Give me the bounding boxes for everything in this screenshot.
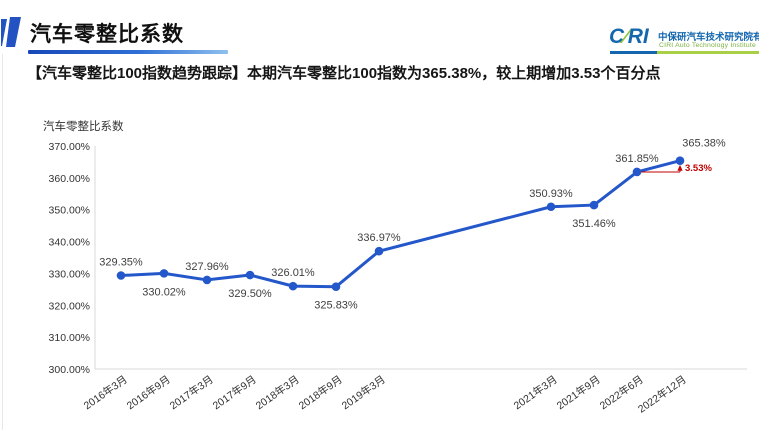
title-underline <box>28 50 228 54</box>
x-tick-label: 2019年3月 <box>339 373 388 412</box>
data-point <box>159 269 169 278</box>
logo-underline-green <box>657 51 759 54</box>
y-tick-label: 330.00% <box>49 268 90 280</box>
x-tick-label: 2022年12月 <box>635 373 688 416</box>
data-point-label: 336.97% <box>357 232 401 244</box>
data-point-label: 330.02% <box>142 286 186 298</box>
x-tick-label: 2016年9月 <box>124 373 173 412</box>
annotation-arrow-icon <box>677 164 683 171</box>
data-point-label: 325.83% <box>314 300 358 312</box>
ciri-logo: C∕RI <box>609 26 649 48</box>
data-point <box>245 270 255 280</box>
slide-edge-line <box>2 54 3 430</box>
x-tick-label: 2017年9月 <box>210 373 259 412</box>
data-point-label: 351.46% <box>572 218 616 230</box>
data-point <box>331 282 341 292</box>
data-point-label: 329.50% <box>228 288 272 300</box>
data-point <box>632 167 642 177</box>
data-point <box>116 271 126 280</box>
y-tick-label: 370.00% <box>49 141 90 153</box>
data-point-label: 350.93% <box>529 188 573 200</box>
data-point-label: 361.85% <box>615 153 659 165</box>
data-point <box>546 202 556 212</box>
x-tick-label: 2021年9月 <box>554 373 603 412</box>
data-point <box>589 200 599 210</box>
y-tick-label: 360.00% <box>49 173 90 185</box>
y-tick-label: 320.00% <box>49 300 90 312</box>
logo-underline-blue <box>610 51 657 54</box>
page-title: 汽车零整比系数 <box>30 23 184 46</box>
data-point-label: 365.38% <box>682 138 726 150</box>
data-point <box>675 156 685 166</box>
data-point-label: 329.35% <box>99 256 143 268</box>
logo-letters-ri: RI <box>627 25 649 48</box>
annotation-change-label: 3.53% <box>685 163 712 174</box>
logo-company-name-cn: 中保研汽车技术研究院有限公司 <box>658 32 759 43</box>
x-tick-label: 2016年3月 <box>81 373 130 412</box>
trend-summary-text: 【汽车零整比100指数趋势跟踪】本期汽车零整比100指数为365.38%，较上期… <box>27 65 661 82</box>
x-tick-label: 2021年3月 <box>511 373 560 412</box>
y-tick-label: 340.00% <box>49 237 90 249</box>
data-point <box>202 275 212 285</box>
logo-slash-icon: ∕ <box>624 25 628 48</box>
logo-letter-c: C <box>609 25 625 48</box>
y-tick-label: 300.00% <box>49 364 90 376</box>
title-accent-icon <box>1 17 21 47</box>
x-tick-label: 2017年3月 <box>167 373 216 412</box>
logo-company-name-en: CIRI Auto Technology Institute <box>659 42 756 49</box>
y-tick-label: 310.00% <box>49 332 90 344</box>
x-tick-label: 2018年9月 <box>296 373 345 412</box>
x-tick-label: 2018年3月 <box>253 373 302 412</box>
y-tick-label: 350.00% <box>49 205 90 217</box>
data-point <box>374 246 384 256</box>
data-point-label: 327.96% <box>185 261 229 273</box>
data-point-label: 326.01% <box>271 267 315 279</box>
data-point <box>288 281 298 291</box>
y-axis-title: 汽车零整比系数 <box>43 121 124 133</box>
